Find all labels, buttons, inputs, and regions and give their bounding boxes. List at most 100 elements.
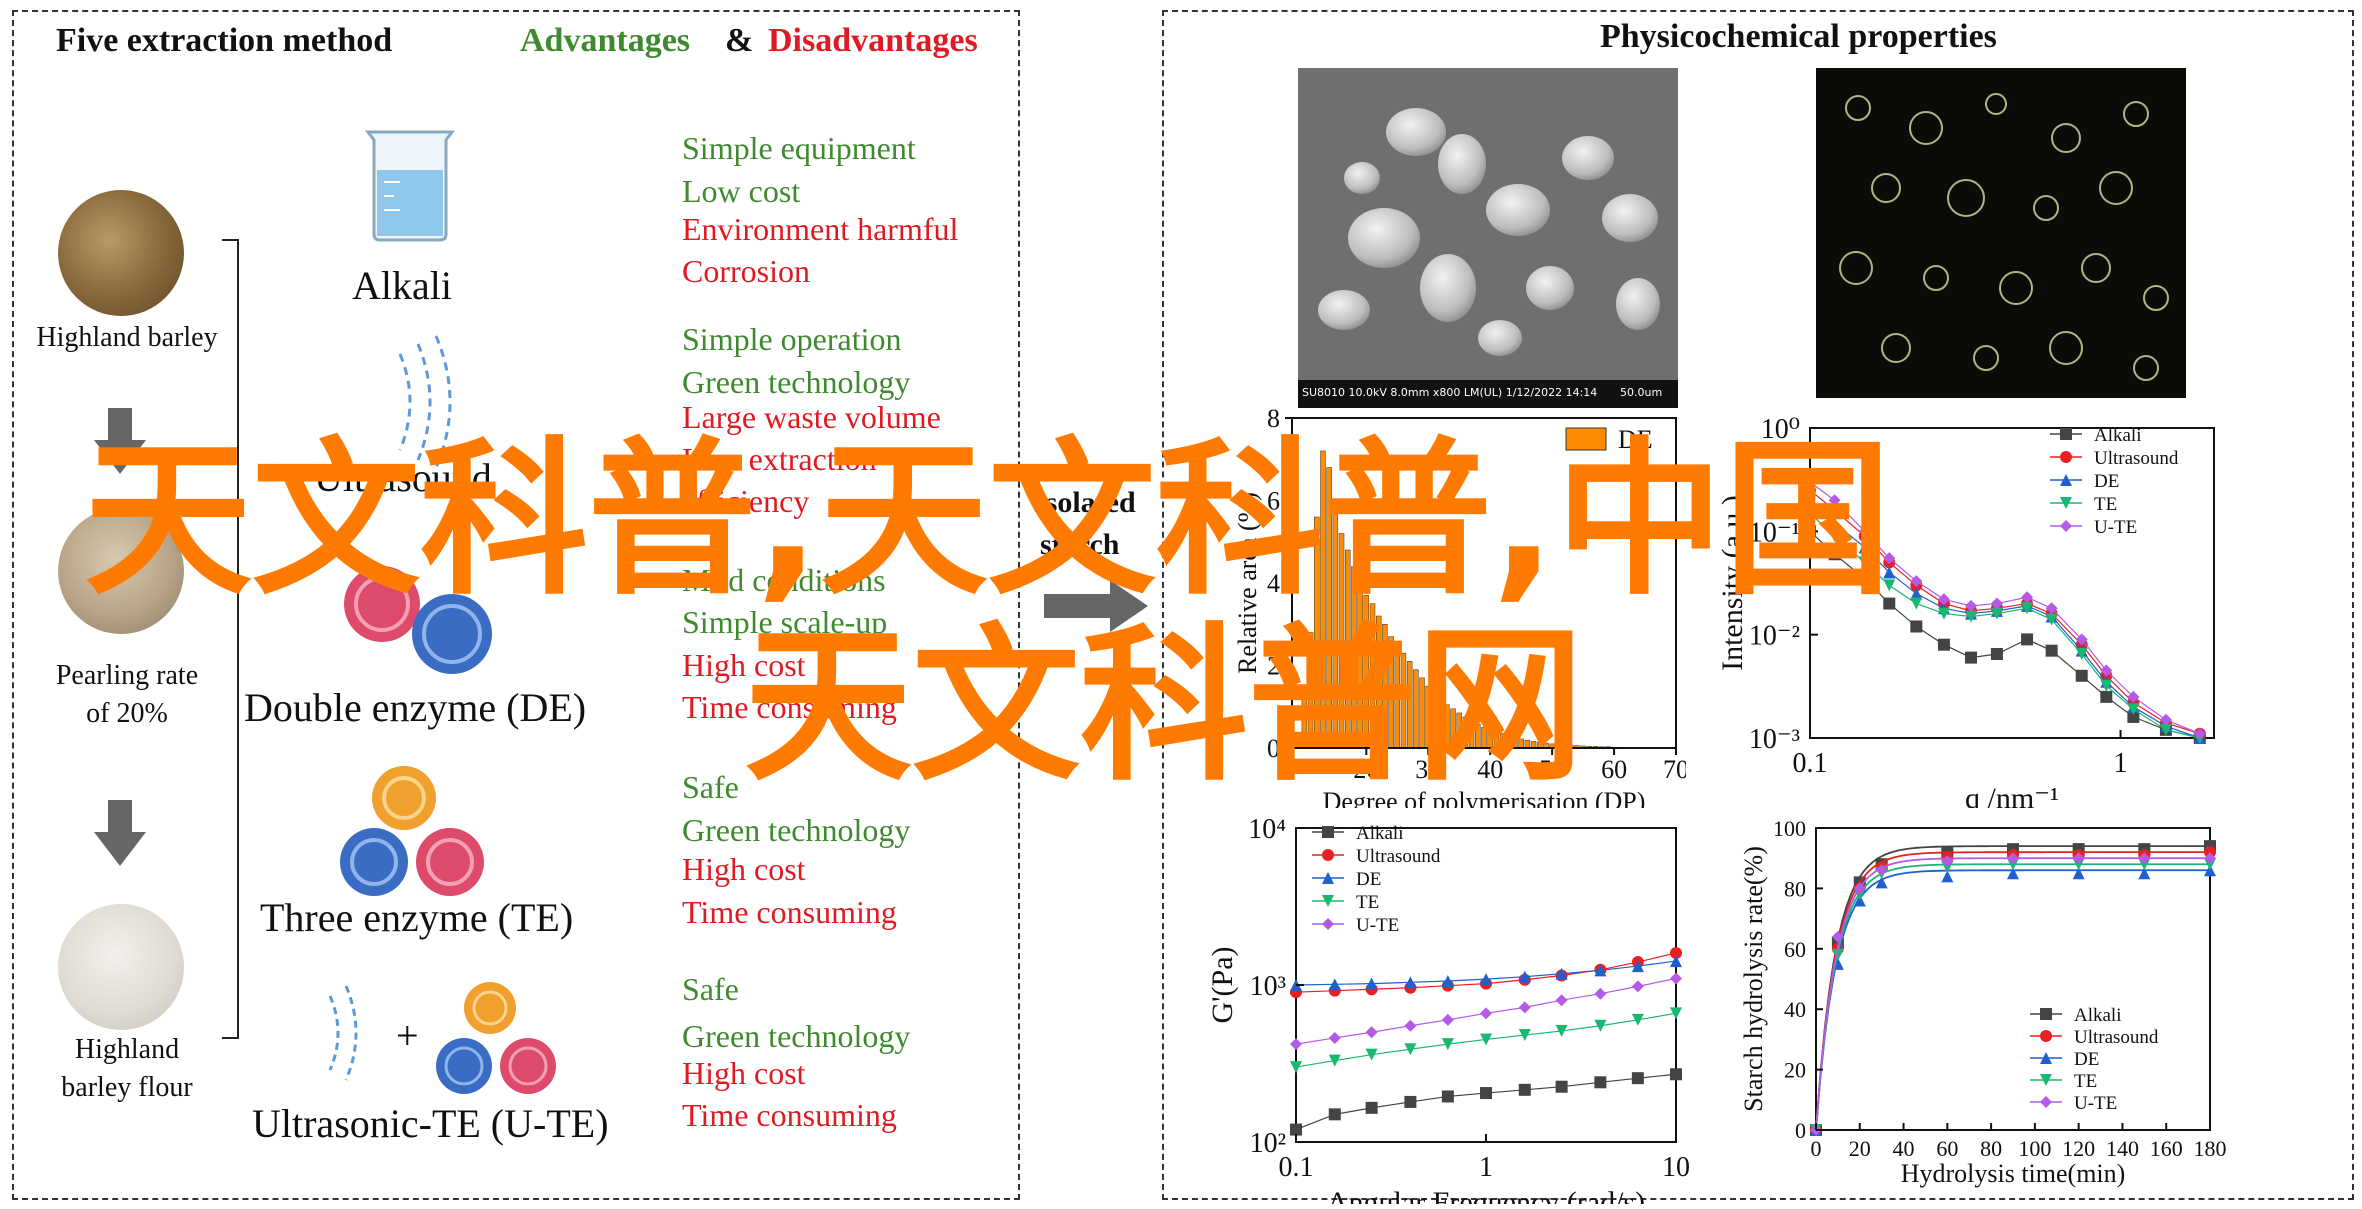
legend-label-te: TE: [1356, 892, 1379, 913]
double-enzyme-disadvantage: Time consuming: [682, 689, 897, 725]
x-tick-label: 0.1: [1279, 1152, 1314, 1183]
point-de: [1853, 894, 1866, 907]
alkali-disadvantage: Environment harmful: [682, 211, 959, 247]
ultrasonic-te-advantage: Safe: [682, 971, 739, 1007]
point-de: [2072, 867, 2085, 880]
y-tick-label: 60: [1784, 937, 1806, 962]
x-tick-label: 40: [1893, 1136, 1915, 1161]
legend-marker-de: [2040, 1052, 2052, 1064]
legend-label-alkali: Alkali: [2074, 1005, 2122, 1026]
y-tick-label: 10⁴: [1248, 814, 1286, 845]
x-tick-label: 120: [2062, 1136, 2095, 1161]
double-enzyme-disadvantage: High cost: [682, 647, 806, 683]
x-tick-label: 30: [1415, 755, 1441, 784]
legend-marker-de: [2060, 474, 2072, 486]
legend-marker-ultrasound: [1322, 849, 1334, 861]
legend-marker-u-te: [1322, 918, 1334, 930]
legend-label-de: DE: [2074, 1049, 2099, 1070]
ultrasound-advantage: Simple operation: [682, 321, 902, 357]
legend-label-de: DE: [2094, 471, 2119, 492]
x-tick-label: 80: [1980, 1136, 2002, 1161]
enzyme-pair-icon: [344, 566, 492, 674]
point-te: [2007, 858, 2019, 871]
point-te: [1941, 861, 1954, 874]
point-ultrasound: [1670, 946, 1682, 959]
enzyme-trio-icon: [436, 982, 556, 1094]
sample-label-barley-flour: barley flour: [61, 1072, 193, 1103]
point-te: [1804, 507, 1816, 520]
x-tick-label: 0.1: [1793, 748, 1828, 779]
y-tick-label: 2: [1267, 652, 1280, 681]
x-tick-label: 50: [1539, 755, 1565, 784]
x-axis-label: Degree of polymerisation (DP): [1323, 787, 1646, 808]
ultrasonic-te-advantage: Green technology: [682, 1018, 911, 1054]
point-de: [2138, 867, 2151, 880]
point-u-te: [1853, 882, 1866, 895]
x-tick-label: 20: [1849, 1136, 1871, 1161]
advantages-label: Advantages: [520, 22, 691, 59]
legend-label-ultrasound: Ultrasound: [2094, 448, 2179, 469]
y-tick-label: 100: [1773, 816, 1806, 841]
hydrolysis-chart: 0 20 40 60 80 100 120 140 160 180020406080100Hydr…: [1739, 816, 2227, 1188]
legend-label-de: DE: [1618, 425, 1653, 454]
dp-distribution-chart: 20 30 40 50 60 70 0 2 4 6 8 Degree of polymerisatio…: [1236, 408, 1686, 808]
fit-curve-u-te: [1815, 857, 2210, 1131]
sample-label-highland-barley: Highland barley: [36, 322, 218, 353]
x-axis-label: Hydrolysis time(min): [1901, 1159, 2126, 1188]
fit-curve-ultrasound: [1815, 851, 2210, 1131]
fit-curve-te: [1815, 863, 2210, 1131]
down-arrow-icon: [94, 800, 146, 866]
sample-label-highland: Highland: [74, 1034, 180, 1065]
series-line-de: [1295, 960, 1677, 986]
point-u-te: [1290, 1038, 1302, 1051]
point-u-te: [2007, 852, 2019, 865]
legend-marker-te: [1322, 895, 1334, 907]
double-enzyme-advantage: Mild conditions: [682, 562, 886, 598]
ampersand: &: [725, 22, 754, 59]
alkali-disadvantage: Corrosion: [682, 253, 810, 289]
y-tick-label: 8: [1267, 408, 1280, 433]
extraction-methods-panel: [12, 10, 1020, 1200]
legend-marker-te: [2040, 1074, 2052, 1086]
x-axis-label: Angular Frequency (rad/s): [1327, 1186, 1645, 1204]
y-tick-label: 0: [1267, 734, 1280, 763]
sample-label-pearling-rate: Pearling rate: [55, 660, 199, 691]
legend-label-u-te: U-TE: [2094, 517, 2137, 538]
series-line-te: [1809, 512, 2200, 739]
legend-label-ultrasound: Ultrasound: [2074, 1027, 2159, 1048]
x-tick-label: 160: [2150, 1136, 2183, 1161]
y-tick-label: 10⁻²: [1749, 621, 1800, 652]
series-line-u-te: [1809, 481, 2201, 735]
point-u-te: [2193, 727, 2206, 740]
barley-flour-image: [58, 904, 184, 1030]
method-name-alkali: Alkali: [352, 263, 452, 308]
legend-marker-u-te: [2060, 520, 2072, 532]
legend-marker-alkali: [2060, 428, 2072, 440]
legend-label-alkali: Alkali: [2094, 425, 2142, 446]
highland-barley-image: [58, 190, 184, 316]
legend-marker-ultrasound: [2040, 1030, 2052, 1042]
x-tick-label: 180: [2194, 1136, 2227, 1161]
legend-label-alkali: Alkali: [1356, 823, 1404, 844]
beaker-icon: [365, 130, 455, 242]
x-tick-label: 0: [1811, 1136, 1822, 1161]
saxs-chart: 0.1 1 10⁰ 10⁻¹ 10⁻² 10⁻³ q /nm⁻¹ Intensity (a.u…: [1716, 414, 2215, 808]
point-u-te: [2072, 852, 2085, 865]
point-u-te: [1875, 864, 1888, 877]
plus-sign: +: [396, 1013, 419, 1058]
sem-micrograph: [1298, 68, 1678, 408]
point-te: [1831, 948, 1844, 961]
right-arrow-icon: [1044, 580, 1148, 632]
point-te: [2138, 858, 2151, 871]
y-tick-label: 10⁻³: [1749, 724, 1800, 755]
left-panel-title: Five extraction method: [56, 22, 393, 59]
physicochemical-panel: [1162, 10, 2354, 1200]
polarized-micrograph: [1816, 68, 2186, 398]
point-te: [2204, 858, 2216, 871]
series-line-te: [1295, 1012, 1677, 1068]
legend-marker-te: [2060, 497, 2072, 509]
y-tick-label: 10³: [1250, 971, 1286, 1002]
right-panel-title: Physicochemical properties: [1600, 18, 1997, 55]
rheology-chart: 0.1 1 10 10² 10³ 10⁴ Angular Frequency (rad/s)…: [1206, 814, 1690, 1204]
three-enzyme-disadvantage: High cost: [682, 851, 806, 887]
